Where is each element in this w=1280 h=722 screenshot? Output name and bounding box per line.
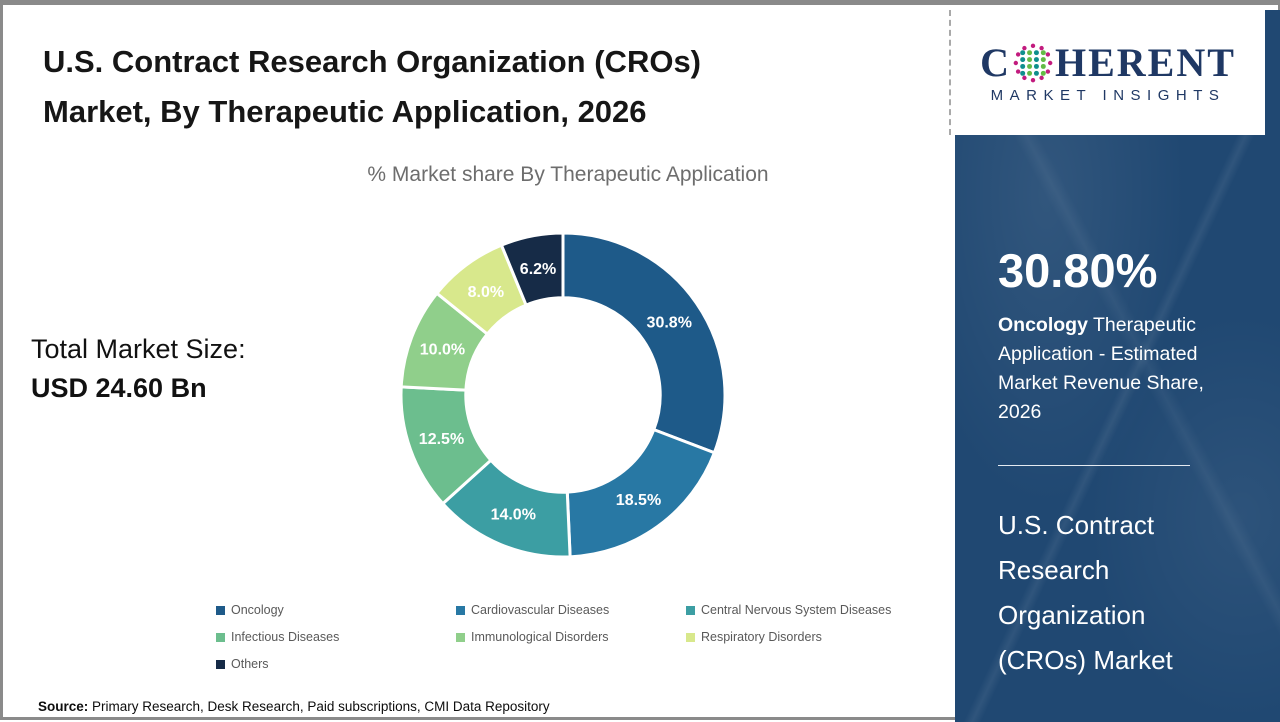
source-text: Primary Research, Desk Research, Paid su… bbox=[88, 699, 550, 714]
logo-letter-c: C bbox=[980, 40, 1011, 85]
legend-label: Oncology bbox=[231, 603, 284, 617]
donut-label-others: 6.2% bbox=[520, 261, 556, 278]
coherent-globe-icon bbox=[1013, 43, 1053, 83]
page-title: U.S. Contract Research Organization (CRO… bbox=[43, 37, 923, 137]
legend-item-immunological-disorders[interactable]: Immunological Disorders bbox=[456, 628, 686, 646]
total-market-size: Total Market Size: USD 24.60 Bn bbox=[31, 330, 246, 408]
legend-label: Others bbox=[231, 657, 269, 671]
legend-swatch-icon bbox=[456, 632, 465, 642]
legend-label: Infectious Diseases bbox=[231, 630, 340, 644]
donut-label-immunological-disorders: 10.0% bbox=[420, 342, 465, 359]
sidebar: 30.80% Oncology Therapeutic Application … bbox=[955, 135, 1280, 722]
donut-segment-oncology[interactable] bbox=[561, 231, 727, 455]
coherent-logo: C HERENT MARKET INSIGHTS bbox=[951, 10, 1265, 135]
legend-label: Central Nervous System Diseases bbox=[701, 603, 892, 617]
logo-letters-herent: HERENT bbox=[1054, 40, 1236, 85]
highlight-description: Oncology Therapeutic Application - Estim… bbox=[998, 311, 1243, 427]
total-market-size-label: Total Market Size: bbox=[31, 334, 246, 364]
donut-label-oncology: 30.8% bbox=[647, 314, 692, 331]
legend-swatch-icon bbox=[456, 605, 465, 615]
legend-item-central-nervous-system-diseases[interactable]: Central Nervous System Diseases bbox=[686, 601, 976, 619]
donut-segment-others[interactable] bbox=[499, 231, 565, 308]
sidebar-market-name: U.S. Contract Research Organization (CRO… bbox=[998, 510, 1173, 675]
donut-label-respiratory-disorders: 8.0% bbox=[468, 284, 504, 301]
logo-tagline: MARKET INSIGHTS bbox=[990, 87, 1226, 104]
page-title-line1: U.S. Contract Research Organization (CRO… bbox=[43, 44, 702, 79]
legend-swatch-icon bbox=[216, 659, 225, 669]
donut-label-infectious-diseases: 12.5% bbox=[419, 431, 464, 448]
chart-subtitle: % Market share By Therapeutic Applicatio… bbox=[367, 163, 769, 186]
chart-legend: Oncology Cardiovascular Diseases Central N… bbox=[216, 601, 976, 673]
highlight-segment-name: Oncology bbox=[998, 314, 1088, 336]
legend-item-cardiovascular-diseases[interactable]: Cardiovascular Diseases bbox=[456, 601, 686, 619]
donut-chart: 30.8% 18.5% 14.0% 12.5% 10.0% 8.0% 6.2% bbox=[399, 231, 727, 559]
donut-chart-container: 30.8% 18.5% 14.0% 12.5% 10.0% 8.0% 6.2% bbox=[393, 225, 733, 565]
legend-item-infectious-diseases[interactable]: Infectious Diseases bbox=[216, 628, 456, 646]
legend-swatch-icon bbox=[216, 605, 225, 615]
legend-item-respiratory-disorders[interactable]: Respiratory Disorders bbox=[686, 628, 976, 646]
page-title-line2: Market, By Therapeutic Application, 2026 bbox=[43, 94, 647, 129]
sidebar-top-strip bbox=[1265, 10, 1280, 135]
legend-label: Immunological Disorders bbox=[471, 630, 609, 644]
legend-item-others[interactable]: Others bbox=[216, 655, 456, 673]
legend-label: Cardiovascular Diseases bbox=[471, 603, 610, 617]
donut-label-central-nervous-system-diseases: 14.0% bbox=[491, 507, 536, 524]
legend-swatch-icon bbox=[686, 605, 695, 615]
legend-label: Respiratory Disorders bbox=[701, 630, 822, 644]
highlight-description-rest: Therapeutic Application - Estimated Mark… bbox=[998, 314, 1204, 423]
source-label: Source: bbox=[38, 699, 89, 714]
sidebar-divider bbox=[998, 465, 1190, 466]
legend-item-oncology[interactable]: Oncology bbox=[216, 601, 456, 619]
source-line: Source: Primary Research, Desk Research,… bbox=[38, 699, 550, 714]
total-market-size-value: USD 24.60 Bn bbox=[31, 373, 207, 403]
highlight-percentage: 30.80% bbox=[998, 244, 1158, 297]
logo-dashed-separator bbox=[949, 10, 951, 135]
legend-swatch-icon bbox=[686, 632, 695, 642]
logo-wordmark: C HERENT bbox=[980, 41, 1236, 85]
legend-swatch-icon bbox=[216, 632, 225, 642]
donut-label-cardiovascular-diseases: 18.5% bbox=[616, 492, 661, 509]
